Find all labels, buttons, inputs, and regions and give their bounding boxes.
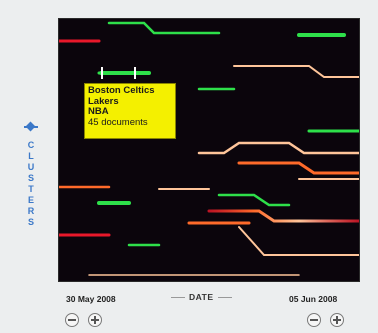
cluster-stream-55[interactable] [207,209,359,223]
zoom-out-icon[interactable] [65,313,79,327]
tooltip-line-1: Boston Celtics [88,85,155,96]
start-date-label: 30 May 2008 [66,294,116,304]
cluster-tooltip: Boston Celtics Lakers NBA 45 documents [84,83,176,139]
tooltip-line-2: Lakers [88,95,119,107]
clusters-axis: CLUSTERS [22,120,40,228]
cluster-stream-59[interactable] [238,226,359,256]
cluster-stream-visualization[interactable] [58,18,360,282]
selection-handle-0[interactable] [101,67,103,79]
end-date-label: 05 Jun 2008 [289,294,338,304]
cluster-stream-47[interactable] [197,141,359,155]
zoom-out-icon[interactable] [307,313,321,327]
zoom-in-icon[interactable] [330,313,344,327]
date-axis-label: DATE [171,292,231,302]
cluster-stream-43[interactable] [233,65,359,78]
cluster-stream-49[interactable] [237,161,359,175]
tooltip-document-count: 45 documents [88,116,148,128]
zoom-in-icon[interactable] [88,313,102,327]
tooltip-line-3: NBA [88,106,109,117]
cluster-stream-40[interactable] [107,21,221,35]
diamond-icon[interactable] [24,120,38,134]
clusters-label: CLUSTERS [27,140,35,227]
cluster-stream-54[interactable] [217,193,291,207]
cluster-streams[interactable] [59,19,359,281]
selection-handle-1[interactable] [134,67,136,79]
